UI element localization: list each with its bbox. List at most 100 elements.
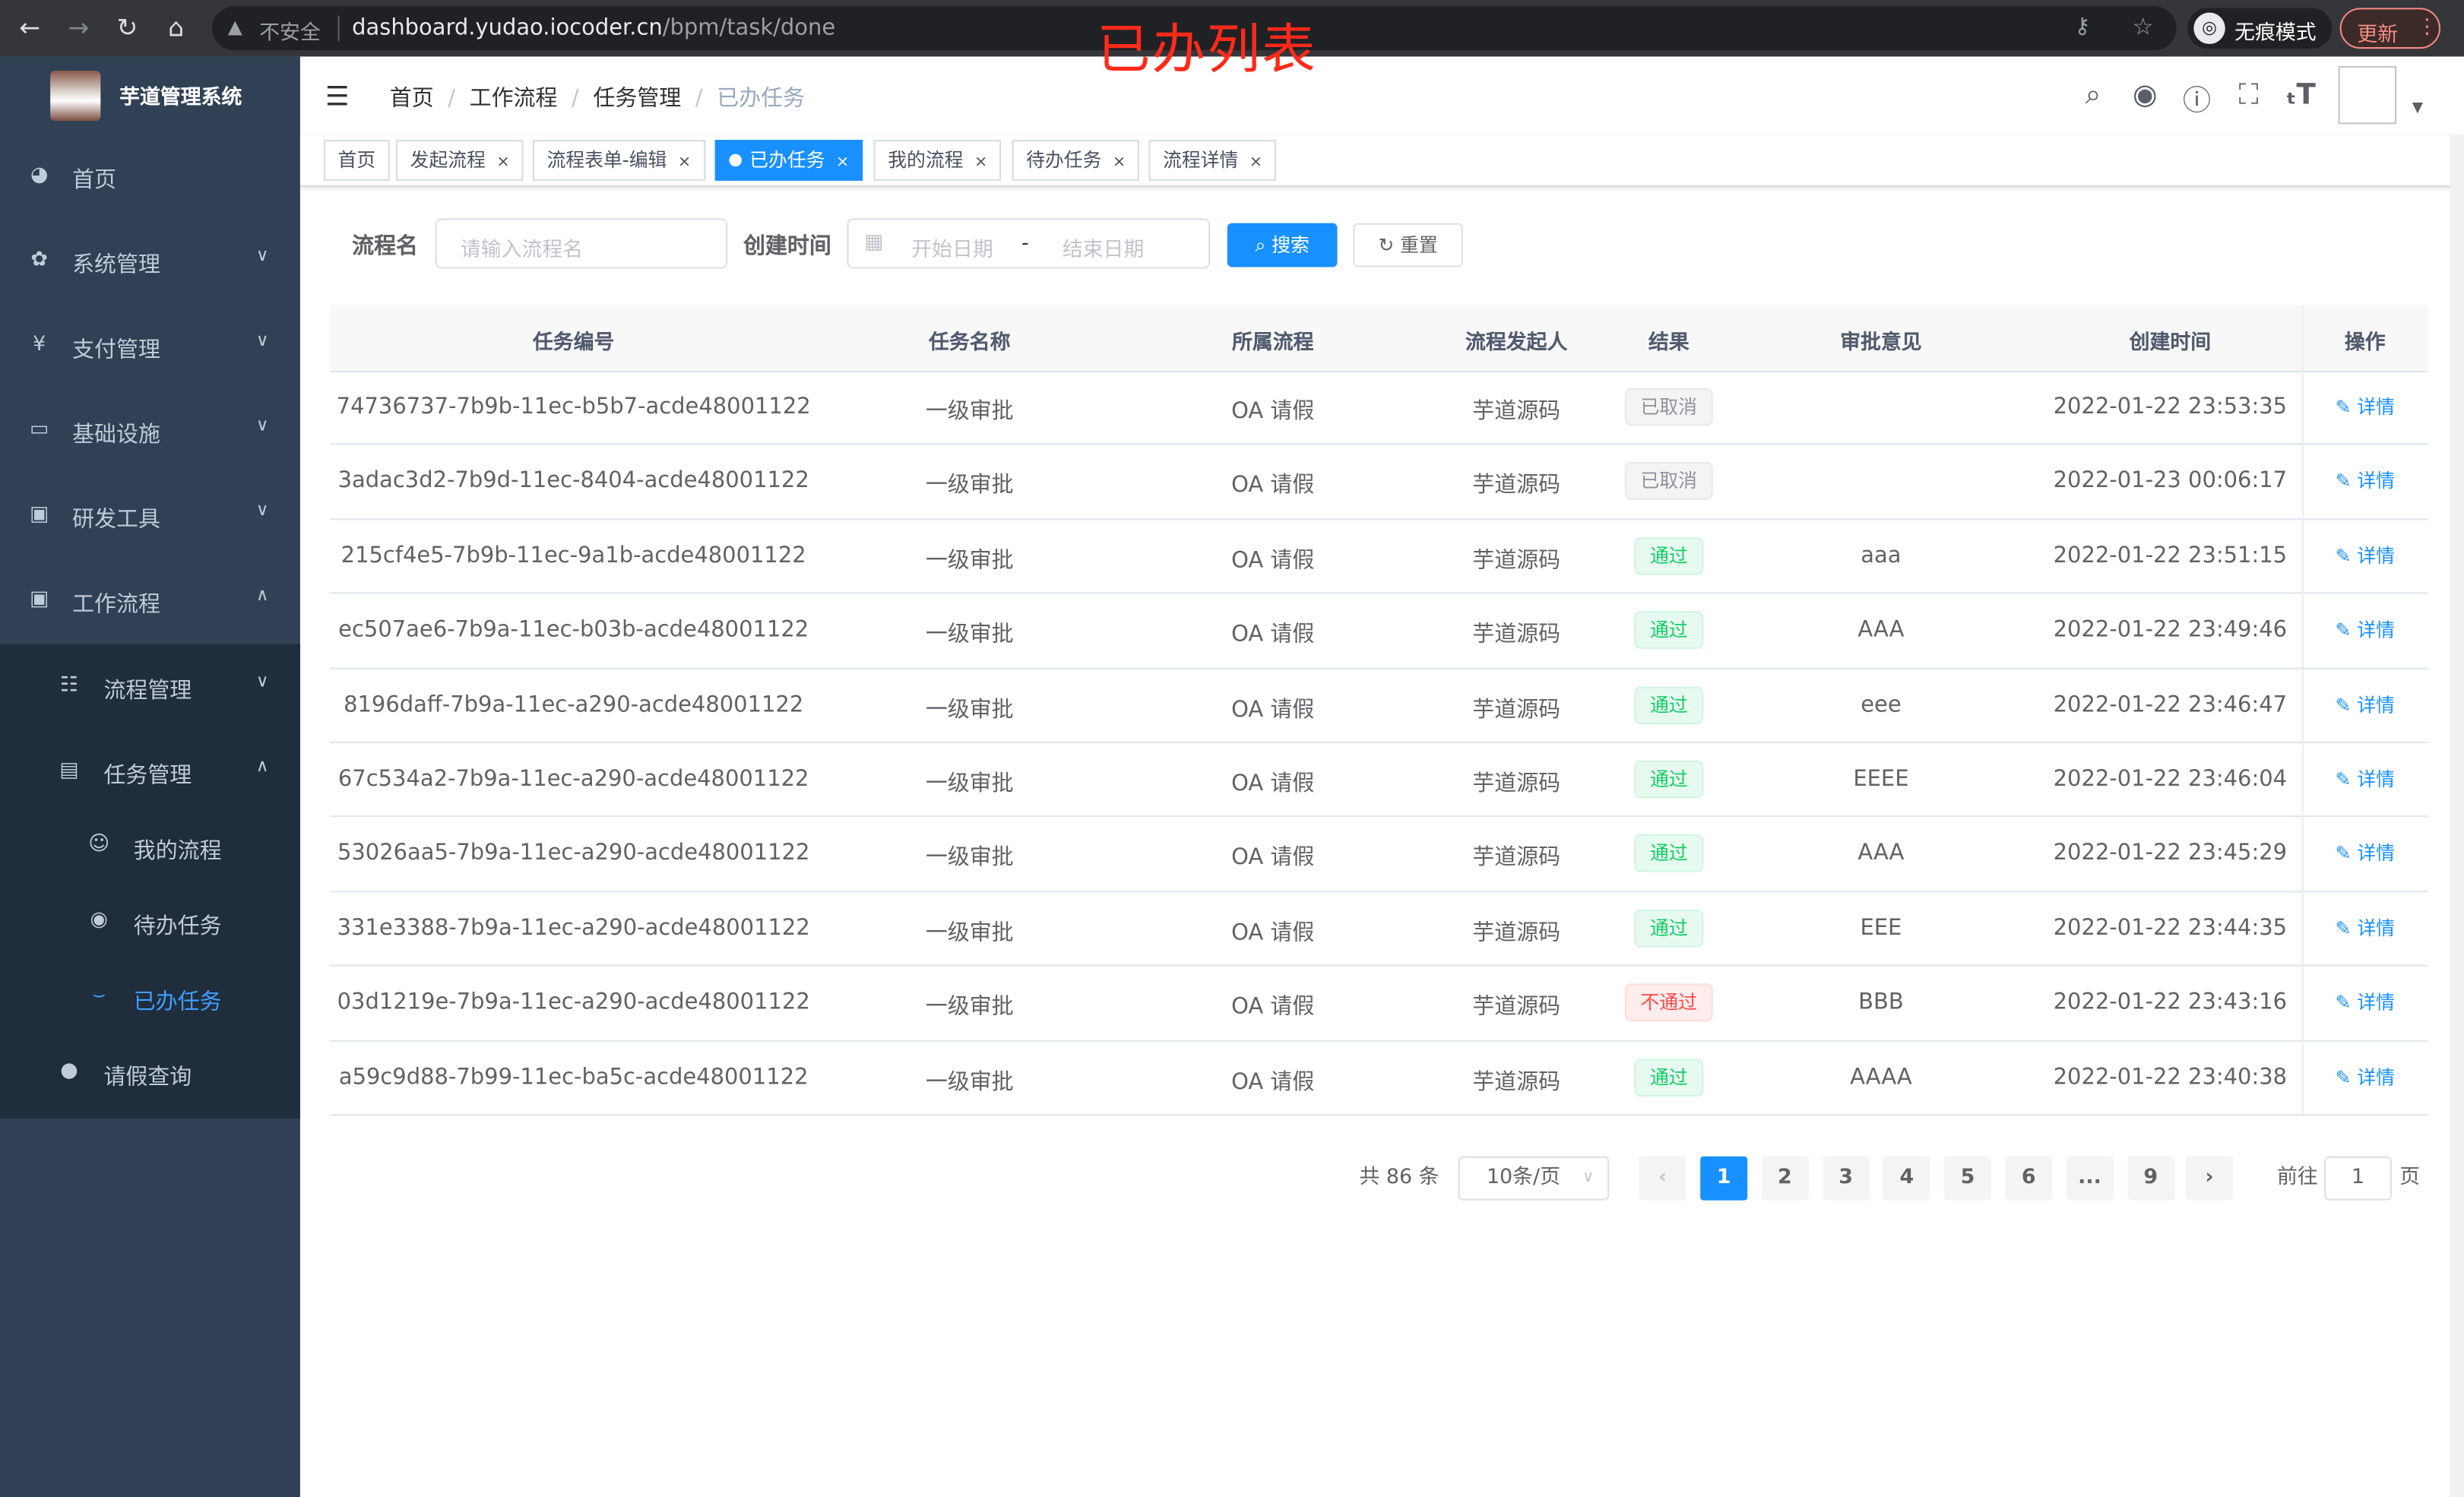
chevron-down-icon: ∨ (255, 414, 269, 435)
reset-button[interactable]: ↻ 重置 (1353, 223, 1463, 267)
table-row: 53026aa5-7b9a-11ec-a290-acde48001122 一级审批… (330, 818, 2428, 892)
close-icon[interactable]: × (496, 153, 510, 172)
fullscreen-icon[interactable]: ⛶ (2238, 78, 2259, 112)
cell-time: 2022-01-23 00:06:17 (2053, 468, 2288, 495)
tab-0[interactable]: 首页 (323, 140, 390, 181)
cell-name: 一级审批 (925, 548, 1014, 574)
edit-icon: ✎ (2335, 694, 2358, 716)
cell-process: OA 请假 (1231, 995, 1315, 1021)
incognito-badge[interactable]: ◎ 无痕模式 (2187, 8, 2333, 49)
cell-starter: 芋道源码 (1472, 697, 1561, 723)
cell-name: 一级审批 (925, 399, 1014, 425)
sidebar-item-1[interactable]: ✿ 系统管理 ∨ (0, 220, 300, 305)
breadcrumb-item[interactable]: 工作流程 (469, 86, 558, 112)
page-button[interactable]: 4 (1883, 1156, 1930, 1201)
start-date-input[interactable]: 开始日期 (911, 239, 993, 263)
tab-label: 首页 (337, 149, 376, 172)
sidebar-item-7[interactable]: ▤ 任务管理 ∧ (0, 730, 300, 815)
url-text[interactable]: dashboard.yudao.iocoder.cn/bpm/task/done (352, 16, 835, 41)
avatar[interactable] (2338, 65, 2397, 125)
sidebar-item-4[interactable]: ▣ 研发工具 ∨ (0, 474, 300, 559)
page-button[interactable]: 2 (1761, 1156, 1809, 1201)
key-icon[interactable]: ⚷ (2074, 14, 2091, 40)
detail-link[interactable]: ✎ 详情 (2336, 1063, 2395, 1090)
breadcrumb: 首页 / 工作流程 / 任务管理 / 已办任务 (390, 82, 805, 113)
sidebar-item-label: 支付管理 (72, 337, 160, 363)
back-icon[interactable]: ← (19, 12, 41, 43)
sidebar-item-3[interactable]: ▭ 基础设施 ∨ (0, 390, 300, 475)
process-name-input[interactable]: 请输入流程名 (435, 218, 728, 269)
sidebar-item-5[interactable]: ▣ 工作流程 ∧ (0, 559, 300, 644)
cell-time: 2022-01-22 23:44:35 (2053, 915, 2288, 942)
forward-icon[interactable]: → (68, 12, 90, 43)
page-button[interactable]: 9 (2127, 1156, 2174, 1201)
sidebar-item-6[interactable]: ☷ 流程管理 ∨ (0, 646, 300, 731)
tab-2[interactable]: 流程表单-编辑 × (532, 140, 705, 181)
sidebar-item-11[interactable]: ● 请假查询 (0, 1039, 300, 1114)
close-icon[interactable]: × (1112, 153, 1126, 172)
scrollbar[interactable] (2450, 135, 2464, 1497)
annotation-title: 已办列表 (1097, 18, 1317, 82)
reload-icon[interactable]: ↻ (116, 12, 138, 43)
search-button[interactable]: ⌕ 搜索 (1227, 223, 1338, 267)
tab-6[interactable]: 流程详情 × (1148, 140, 1277, 181)
next-page-button[interactable]: › (2186, 1156, 2234, 1201)
sidebar-item-10[interactable]: ⌣ 已办任务 (0, 963, 300, 1038)
date-range-picker[interactable]: ▦ 开始日期 - 结束日期 (847, 218, 1211, 269)
detail-link[interactable]: ✎ 详情 (2336, 765, 2395, 792)
column-header: 结果 (1648, 331, 1690, 356)
page-button[interactable]: 3 (1822, 1156, 1870, 1201)
close-icon[interactable]: × (677, 153, 692, 172)
more-pages-icon[interactable]: ... (2066, 1156, 2114, 1201)
address-bar[interactable]: ▲ 不安全 dashboard.yudao.iocoder.cn/bpm/tas… (212, 6, 2177, 51)
tab-5[interactable]: 待办任务 × (1012, 140, 1140, 181)
page-size-select[interactable]: 10条/页 ∨ (1458, 1156, 1610, 1201)
close-icon[interactable]: × (835, 153, 850, 172)
cell-process: OA 请假 (1231, 622, 1315, 648)
sidebar-item-8[interactable]: ☺ 我的流程 (0, 812, 300, 888)
page-button[interactable]: 6 (2005, 1156, 2053, 1201)
detail-link[interactable]: ✎ 详情 (2336, 691, 2395, 717)
caret-down-icon[interactable]: ▼ (2412, 100, 2424, 117)
column-header: 所属流程 (1231, 331, 1314, 356)
star-icon[interactable]: ☆ (2132, 12, 2154, 41)
update-button[interactable]: 更新 ⋮ (2339, 8, 2440, 49)
sidebar-item-0[interactable]: ◕ 首页 (0, 135, 300, 220)
more-icon: ⋮ (2416, 15, 2437, 40)
update-label: 更新 (2357, 24, 2399, 48)
search-icon[interactable]: ⌕ (2085, 78, 2101, 112)
cell-comment: AAAA (1850, 1064, 1912, 1090)
sidebar-item-9[interactable]: ◉ 待办任务 (0, 888, 300, 963)
tab-4[interactable]: 我的流程 × (873, 140, 1002, 181)
cell-starter: 芋道源码 (1472, 548, 1561, 574)
detail-link[interactable]: ✎ 详情 (2336, 914, 2395, 941)
home-icon[interactable]: ⌂ (168, 12, 185, 43)
tab-3[interactable]: 已办任务 × (714, 140, 863, 181)
sidebar-item-2[interactable]: ¥ 支付管理 ∨ (0, 305, 300, 390)
detail-link[interactable]: ✎ 详情 (2336, 840, 2395, 866)
prev-page-button[interactable]: ‹ (1639, 1156, 1686, 1201)
chevron-down-icon: ∨ (255, 330, 269, 351)
cell-starter: 芋道源码 (1472, 846, 1561, 872)
detail-link[interactable]: ✎ 详情 (2336, 393, 2395, 419)
breadcrumb-item[interactable]: 任务管理 (593, 86, 682, 112)
cell-name: 一级审批 (925, 920, 1014, 946)
detail-link[interactable]: ✎ 详情 (2336, 616, 2395, 643)
cell-comment: BBB (1858, 989, 1904, 1016)
detail-link[interactable]: ✎ 详情 (2336, 467, 2395, 494)
breadcrumb-item[interactable]: 首页 (389, 86, 434, 112)
close-icon[interactable]: × (974, 153, 988, 172)
close-icon[interactable]: × (1249, 153, 1263, 172)
detail-link[interactable]: ✎ 详情 (2336, 542, 2395, 568)
goto-page-input[interactable]: 1 (2323, 1156, 2392, 1201)
page-button[interactable]: 1 (1700, 1156, 1748, 1201)
hamburger-icon[interactable]: ☰ (325, 81, 350, 113)
page-button[interactable]: 5 (1944, 1156, 1992, 1201)
help-icon[interactable]: ⓘ (2182, 84, 2212, 119)
tab-1[interactable]: 发起流程 × (396, 140, 524, 181)
github-icon[interactable]: ◉ (2133, 78, 2158, 112)
detail-link[interactable]: ✎ 详情 (2336, 989, 2395, 1015)
end-date-input[interactable]: 结束日期 (1062, 239, 1145, 263)
font-size-icon[interactable]: ₜT (2285, 78, 2316, 112)
table-row: 03d1219e-7b9a-11ec-a290-acde48001122 一级审批… (330, 967, 2428, 1041)
